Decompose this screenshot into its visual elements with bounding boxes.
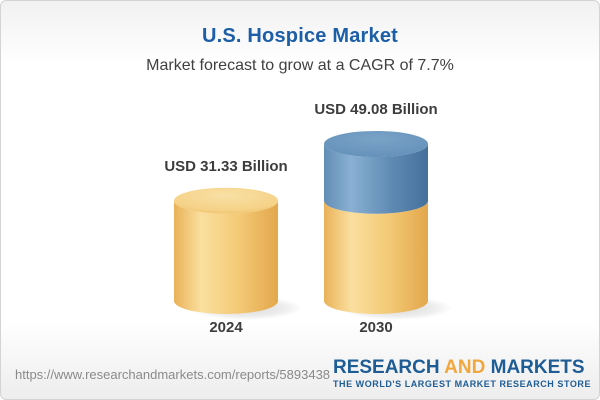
- cylinder-2024-body: [174, 200, 278, 314]
- category-label-2024: 2024: [209, 319, 243, 336]
- cylinder-2030: [324, 130, 452, 320]
- logo-word-markets: MARKETS: [490, 357, 585, 378]
- logo-word-research: RESEARCH: [332, 357, 440, 378]
- report-url: https://www.researchandmarkets.com/repor…: [15, 366, 331, 382]
- header: U.S. Hospice Market Market forecast to g…: [1, 1, 599, 75]
- cylinder-2024: [174, 187, 302, 320]
- page-subtitle: Market forecast to grow at a CAGR of 7.7…: [146, 57, 454, 74]
- research-and-markets-logo: RESEARCH AND MARKETS THE WORLD'S LARGEST…: [333, 358, 591, 392]
- logo-word-and: AND: [444, 357, 486, 378]
- cylinder-2030-growth-segment: [324, 143, 428, 214]
- page-title: U.S. Hospice Market: [201, 25, 399, 47]
- category-label-2030: 2030: [359, 319, 393, 336]
- cylinder-2024-top: [174, 187, 278, 214]
- value-label-2030: USD 49.08 Billion: [314, 100, 438, 118]
- cylinder-2030-top: [324, 130, 428, 157]
- logo-wordmark: RESEARCH AND MARKETS: [333, 358, 591, 377]
- cylinder-2030-base-segment: [324, 200, 428, 314]
- logo-tagline: THE WORLD'S LARGEST MARKET RESEARCH STOR…: [332, 379, 591, 389]
- footer: https://www.researchandmarkets.com/repor…: [1, 351, 599, 399]
- value-label-2024: USD 31.33 Billion: [164, 157, 288, 175]
